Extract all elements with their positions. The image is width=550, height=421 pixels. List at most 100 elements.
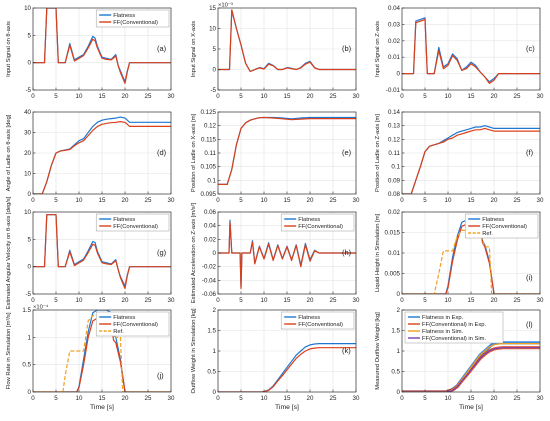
y-tick-label: 1.5 (207, 328, 216, 335)
series-line-2 (402, 229, 540, 294)
subplot-f: 0 5 10 15 20 25 30 0.08 0.09 0.1 0.11 0.12 0.13 0.14 P… (375, 109, 544, 204)
y-tick-label: 0.01 (388, 250, 401, 257)
x-tick-label: 10 (261, 93, 268, 100)
subplot-j: 0 5 10 15 20 25 30 0 0.5 1 1.5 ×10⁻⁴ Flow Rate in Si… (6, 304, 175, 412)
series-line-1 (218, 221, 356, 290)
x-tick-label: 30 (537, 395, 544, 402)
y-tick-label: 0.095 (201, 191, 217, 198)
subplot-d: 0 5 10 15 20 25 30 0 10 20 30 40 Angle of Ladle on θ… (6, 109, 175, 204)
x-tick-label: 15 (99, 395, 106, 402)
y-tick-label: 0.11 (388, 150, 400, 157)
y-tick-label: 0.13 (388, 123, 401, 130)
legend-entry: Flatness in Exp. (422, 315, 464, 321)
x-tick-label: 20 (491, 297, 498, 304)
y-tick-label: 0.5 (22, 362, 31, 369)
y-axis-label: Position of Ladle on Z-axis [m] (375, 114, 381, 192)
x-tick-label: 15 (284, 395, 291, 402)
x-tick-label: 20 (122, 197, 129, 204)
y-tick-label: 0.01 (388, 54, 401, 61)
x-tick-label: 30 (353, 197, 360, 204)
panel-label: (k) (342, 346, 351, 355)
series-line-1 (33, 214, 171, 290)
series-line-1 (218, 116, 356, 185)
legend-box (95, 9, 170, 28)
x-tick-label: 10 (445, 297, 452, 304)
y-exponent-label: ×10⁻³ (218, 3, 233, 9)
y-tick-label: 0.5 (207, 369, 216, 376)
legend-entry: FF(Conventional) (298, 224, 343, 230)
x-tick-label: 10 (261, 395, 268, 402)
x-tick-label: 10 (76, 197, 83, 204)
y-tick-label: 0 (213, 389, 217, 396)
x-tick-label: 5 (423, 297, 427, 304)
y-tick-label: 0.115 (201, 136, 217, 143)
y-tick-label: 0.14 (388, 109, 401, 116)
series-line-3 (402, 347, 540, 392)
y-tick-label: 0.12 (204, 123, 217, 130)
panel-label: (b) (342, 44, 352, 53)
y-axis-label: Outflow Weight in Simulation [kg] (191, 308, 197, 393)
x-tick-label: 10 (445, 395, 452, 402)
x-tick-label: 0 (31, 93, 35, 100)
x-axis-label: Time [s] (459, 404, 483, 411)
panel-label: (f) (526, 148, 534, 157)
x-tick-label: 5 (239, 297, 243, 304)
series-line-1 (218, 347, 356, 392)
y-tick-label: 0 (213, 67, 217, 74)
y-tick-label: -0.02 (202, 264, 217, 271)
y-tick-label: -5 (25, 87, 31, 94)
x-tick-label: 20 (122, 93, 129, 100)
x-tick-label: 20 (307, 297, 314, 304)
subplot-l: 0 5 10 15 20 25 30 0 0.5 1 1.5 2 Measured Outflow We… (375, 307, 544, 411)
legend-entry: Flatness (298, 315, 320, 321)
x-tick-label: 30 (537, 197, 544, 204)
x-tick-label: 5 (54, 395, 58, 402)
y-tick-label: 0.005 (385, 271, 401, 278)
x-tick-label: 15 (99, 197, 106, 204)
x-tick-label: 25 (145, 197, 152, 204)
y-tick-label: 1.5 (391, 328, 400, 335)
x-tick-label: 10 (76, 395, 83, 402)
x-tick-label: 5 (423, 197, 427, 204)
x-tick-label: 25 (514, 93, 521, 100)
y-tick-label: -0.06 (202, 291, 217, 298)
y-tick-label: 0 (28, 191, 32, 198)
panel-label: (g) (157, 248, 167, 257)
y-axis-label: Liquid Height in Simulation [m] (375, 213, 381, 292)
legend-box (404, 311, 504, 344)
panel-label: (i) (526, 273, 533, 282)
y-tick-label: 20 (24, 150, 31, 157)
y-axis-label: Angle of Ladle on θ-axis [deg] (6, 114, 12, 191)
y-tick-label: 0.04 (204, 223, 217, 230)
y-tick-label: 10 (24, 209, 31, 216)
x-tick-label: 25 (145, 297, 152, 304)
legend-entry: FF(Conventional) (482, 224, 527, 230)
x-tick-label: 25 (330, 297, 337, 304)
x-tick-label: 0 (31, 197, 35, 204)
x-tick-label: 10 (261, 297, 268, 304)
y-tick-label: 0.1 (391, 164, 400, 171)
y-tick-label: 30 (24, 130, 31, 137)
y-tick-label: 0.06 (204, 209, 217, 216)
y-tick-label: 5 (28, 32, 32, 39)
x-tick-label: 20 (307, 395, 314, 402)
y-tick-label: 0 (28, 389, 32, 396)
legend-box (95, 213, 170, 232)
x-axis-label: Time [s] (90, 404, 114, 411)
x-tick-label: 30 (168, 395, 175, 402)
legend: Flatness in Exp.FF(Conventional) in Exp.… (404, 311, 504, 344)
x-tick-label: 30 (168, 297, 175, 304)
x-tick-label: 0 (31, 297, 35, 304)
x-tick-label: 5 (423, 93, 427, 100)
y-axis-label: Flow Rate in Simulation [m³/s] (6, 312, 12, 389)
legend-entry: Flatness (113, 13, 135, 19)
y-tick-label: 0.1 (207, 177, 216, 184)
x-tick-label: 5 (423, 395, 427, 402)
x-tick-label: 25 (514, 395, 521, 402)
x-tick-label: 10 (445, 197, 452, 204)
y-tick-label: 0.02 (388, 38, 401, 45)
